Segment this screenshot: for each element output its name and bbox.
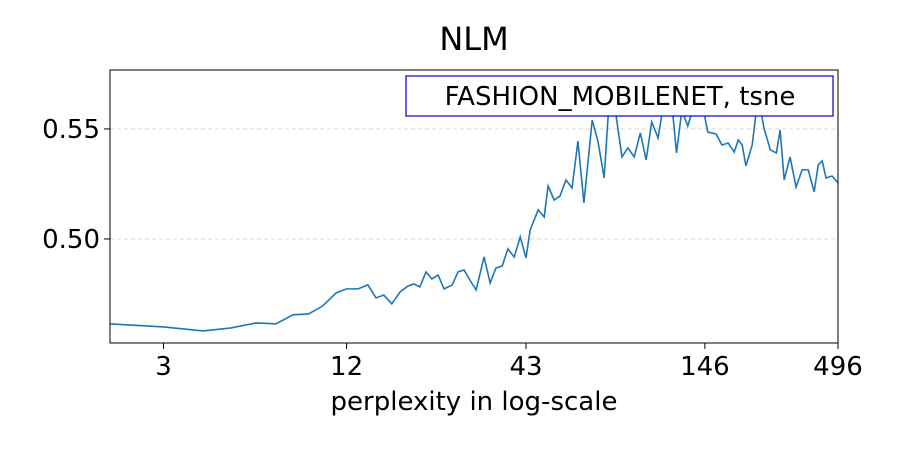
x-tick-label: 12 xyxy=(330,352,363,382)
y-tick-label: 0.55 xyxy=(42,115,100,145)
chart-title: NLM xyxy=(439,20,508,58)
x-tick-label: 146 xyxy=(680,352,730,382)
x-tick-label: 3 xyxy=(155,352,172,382)
annotation-box xyxy=(405,75,834,117)
x-axis-label: perplexity in log-scale xyxy=(331,387,618,417)
annotation: FASHION_MOBILENET, tsne xyxy=(445,82,796,112)
data-line xyxy=(110,84,838,332)
x-tick-label: 496 xyxy=(813,352,863,382)
y-tick-label: 0.50 xyxy=(42,225,100,255)
plot-frame xyxy=(109,69,839,344)
x-tick-label: 43 xyxy=(509,352,542,382)
